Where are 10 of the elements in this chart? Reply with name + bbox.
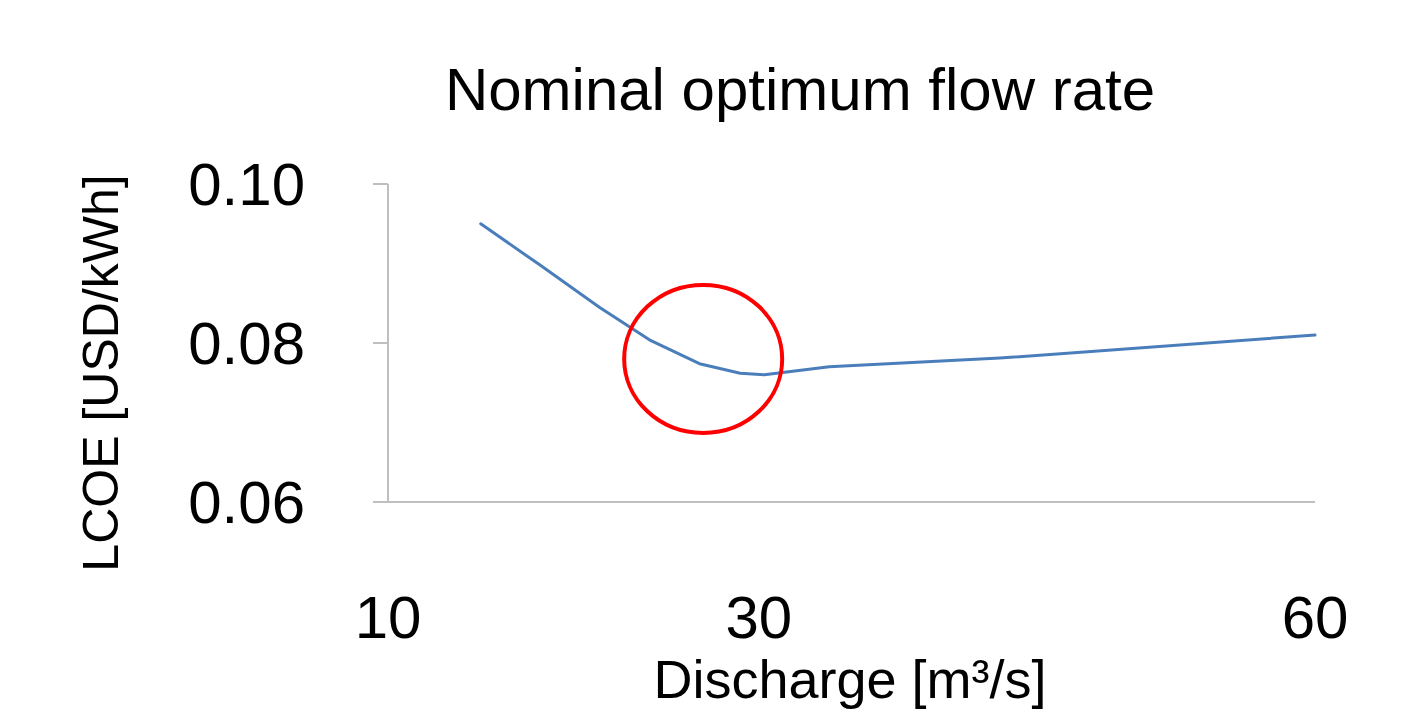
x-tick-label: 30: [725, 584, 793, 651]
y-tick-label: 0.08: [188, 310, 305, 377]
x-tick-label: 60: [1281, 584, 1349, 651]
x-axis-title: Discharge [m³/s]: [653, 649, 1047, 709]
y-tick-label: 0.06: [188, 469, 305, 536]
y-tick-label: 0.10: [188, 151, 305, 218]
y-axis-title: LCOE [USD/kWh]: [73, 174, 129, 572]
line-series: [479, 222, 1317, 377]
x-tick-label: 10: [354, 584, 422, 651]
chart-title: Nominal optimum flow rate: [444, 56, 1156, 123]
